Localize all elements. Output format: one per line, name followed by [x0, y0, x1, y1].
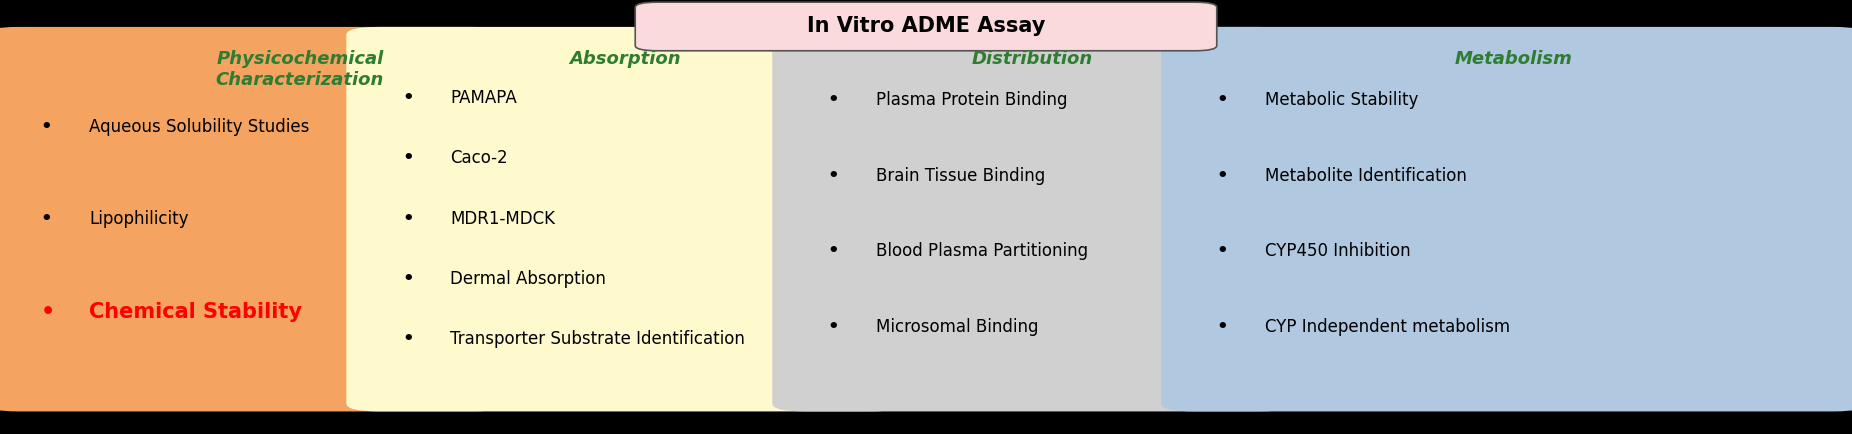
- Text: •: •: [828, 318, 839, 335]
- Text: CYP450 Inhibition: CYP450 Inhibition: [1265, 242, 1411, 260]
- Text: Metabolism: Metabolism: [1456, 50, 1572, 68]
- Text: •: •: [41, 118, 52, 136]
- Text: Caco-2: Caco-2: [450, 149, 507, 168]
- FancyBboxPatch shape: [635, 2, 1217, 51]
- Text: Distribution: Distribution: [972, 50, 1093, 68]
- Text: MDR1-MDCK: MDR1-MDCK: [450, 210, 556, 228]
- Text: •: •: [1217, 91, 1228, 109]
- Text: Physicochemical
Characterization: Physicochemical Characterization: [215, 50, 383, 89]
- Text: Lipophilicity: Lipophilicity: [89, 210, 189, 228]
- Text: Metabolite Identification: Metabolite Identification: [1265, 167, 1467, 185]
- Text: In Vitro ADME Assay: In Vitro ADME Assay: [807, 16, 1045, 36]
- Text: Microsomal Binding: Microsomal Binding: [876, 318, 1039, 335]
- Text: •: •: [828, 91, 839, 109]
- Text: Blood Plasma Partitioning: Blood Plasma Partitioning: [876, 242, 1089, 260]
- Text: Chemical Stability: Chemical Stability: [89, 302, 302, 322]
- Text: Brain Tissue Binding: Brain Tissue Binding: [876, 167, 1045, 185]
- Text: •: •: [1217, 167, 1228, 185]
- Text: Metabolic Stability: Metabolic Stability: [1265, 91, 1419, 109]
- Text: PAMAPA: PAMAPA: [450, 89, 517, 107]
- Text: •: •: [828, 242, 839, 260]
- FancyBboxPatch shape: [1161, 27, 1852, 411]
- Text: •: •: [1217, 318, 1228, 335]
- FancyBboxPatch shape: [772, 27, 1293, 411]
- Text: •: •: [828, 167, 839, 185]
- Text: •: •: [41, 210, 52, 228]
- Text: •: •: [402, 210, 413, 228]
- Text: •: •: [402, 149, 413, 168]
- Text: Absorption: Absorption: [569, 50, 682, 68]
- Text: •: •: [402, 270, 413, 288]
- Text: Aqueous Solubility Studies: Aqueous Solubility Studies: [89, 118, 309, 136]
- Text: Plasma Protein Binding: Plasma Protein Binding: [876, 91, 1067, 109]
- Text: •: •: [402, 89, 413, 107]
- Text: CYP Independent metabolism: CYP Independent metabolism: [1265, 318, 1509, 335]
- Text: •: •: [1217, 242, 1228, 260]
- FancyBboxPatch shape: [346, 27, 904, 411]
- Text: •: •: [402, 330, 413, 349]
- FancyBboxPatch shape: [0, 27, 506, 411]
- Text: Transporter Substrate Identification: Transporter Substrate Identification: [450, 330, 745, 349]
- Text: Dermal Absorption: Dermal Absorption: [450, 270, 606, 288]
- Text: •: •: [41, 302, 56, 322]
